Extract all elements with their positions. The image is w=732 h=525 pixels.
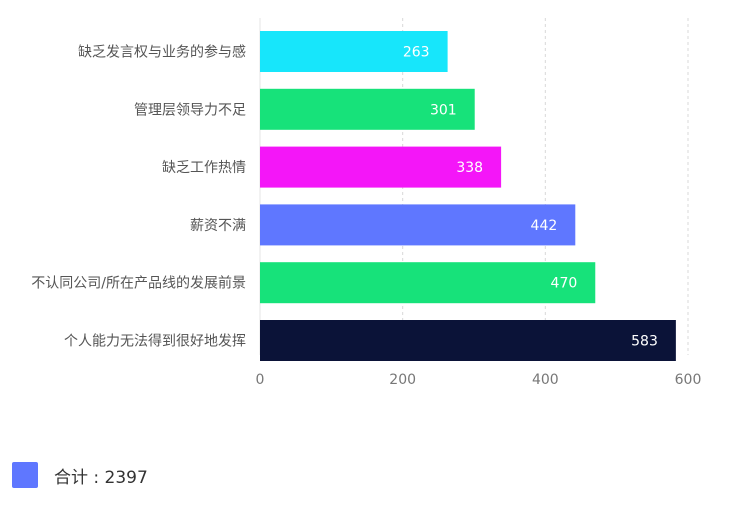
- category-label: 个人能力无法得到很好地发挥: [64, 333, 246, 350]
- x-tick-label: 200: [389, 372, 416, 388]
- bar-value-label: 442: [531, 218, 558, 234]
- bar-value-label: 301: [430, 102, 457, 118]
- bar-value-label: 583: [631, 334, 658, 350]
- bar: [260, 204, 576, 246]
- bar: [260, 88, 475, 130]
- bar: [260, 262, 596, 304]
- category-label: 薪资不满: [190, 218, 246, 234]
- bar-value-label: 338: [456, 160, 483, 176]
- bar: [260, 320, 676, 361]
- x-tick-label: 400: [532, 372, 559, 388]
- category-label: 管理层领导力不足: [134, 102, 246, 118]
- bar: [260, 146, 502, 188]
- bar: [260, 31, 448, 72]
- x-tick-label: 0: [256, 372, 265, 388]
- legend: 合计 : 2397: [12, 462, 148, 488]
- legend-label: 合计 : 2397: [54, 467, 148, 488]
- bar-value-label: 470: [551, 276, 578, 292]
- category-label: 不认同公司/所在产品线的发展前景: [31, 275, 246, 292]
- category-label: 缺乏工作热情: [162, 160, 246, 176]
- category-label: 缺乏发言权与业务的参与感: [78, 44, 246, 61]
- bar-value-label: 263: [403, 45, 430, 61]
- x-tick-label: 600: [675, 372, 702, 388]
- legend-swatch: [12, 462, 38, 488]
